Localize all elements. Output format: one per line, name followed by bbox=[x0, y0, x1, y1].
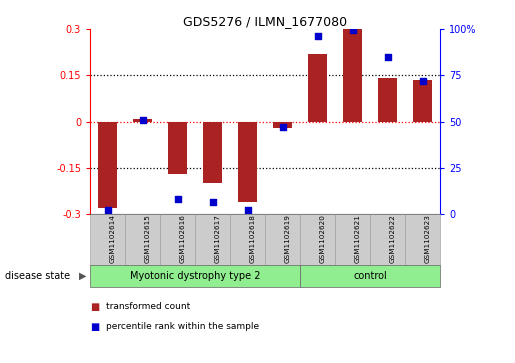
Text: GSM1102620: GSM1102620 bbox=[319, 214, 325, 263]
Point bbox=[314, 33, 322, 39]
Point bbox=[104, 208, 112, 213]
Text: control: control bbox=[353, 271, 387, 281]
Point bbox=[279, 124, 287, 130]
Text: percentile rank within the sample: percentile rank within the sample bbox=[106, 322, 259, 331]
Bar bbox=[413, 80, 433, 122]
Bar bbox=[378, 78, 398, 122]
Text: Myotonic dystrophy type 2: Myotonic dystrophy type 2 bbox=[130, 271, 261, 281]
Point bbox=[384, 54, 392, 60]
Bar bbox=[308, 54, 328, 122]
Bar bbox=[98, 122, 117, 208]
Title: GDS5276 / ILMN_1677080: GDS5276 / ILMN_1677080 bbox=[183, 15, 347, 28]
Text: transformed count: transformed count bbox=[106, 302, 190, 311]
Bar bbox=[133, 118, 152, 122]
Bar bbox=[273, 122, 293, 128]
Point bbox=[139, 117, 147, 123]
Text: GSM1102617: GSM1102617 bbox=[214, 214, 220, 263]
Text: ▶: ▶ bbox=[79, 271, 86, 281]
Point bbox=[209, 199, 217, 205]
Text: GSM1102614: GSM1102614 bbox=[109, 214, 115, 263]
Text: ■: ■ bbox=[90, 302, 99, 312]
Bar bbox=[203, 122, 222, 183]
Point bbox=[349, 27, 357, 33]
Bar bbox=[168, 122, 187, 174]
Bar bbox=[238, 122, 258, 202]
Text: GSM1102618: GSM1102618 bbox=[249, 214, 255, 263]
Text: GSM1102619: GSM1102619 bbox=[284, 214, 290, 263]
Point bbox=[419, 78, 427, 84]
Text: GSM1102615: GSM1102615 bbox=[144, 214, 150, 263]
Text: GSM1102616: GSM1102616 bbox=[179, 214, 185, 263]
Point bbox=[174, 196, 182, 202]
Point bbox=[244, 207, 252, 212]
Bar bbox=[343, 29, 363, 122]
Text: GSM1102622: GSM1102622 bbox=[389, 214, 396, 263]
Text: GSM1102621: GSM1102621 bbox=[354, 214, 360, 263]
Text: GSM1102623: GSM1102623 bbox=[424, 214, 431, 263]
Text: disease state: disease state bbox=[5, 271, 70, 281]
Text: ■: ■ bbox=[90, 322, 99, 332]
